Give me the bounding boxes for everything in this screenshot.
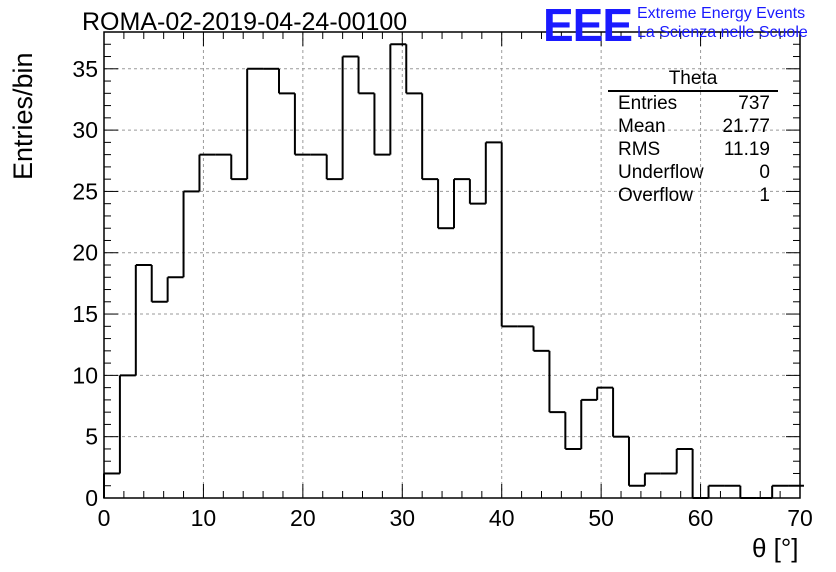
y-tick-label: 30	[72, 117, 98, 143]
x-tick-label: 0	[98, 505, 111, 531]
histogram-bin	[166, 276, 184, 302]
histogram-bin	[230, 154, 248, 181]
histogram-bin	[405, 44, 423, 95]
histogram-bin	[596, 386, 614, 400]
histogram-bin	[357, 56, 375, 95]
histogram-bin	[437, 179, 454, 230]
logo-caption: Extreme Energy Events La Scienza nelle S…	[637, 4, 808, 42]
histogram-bin	[389, 43, 407, 155]
logo-caption-line1: Extreme Energy Events	[637, 5, 806, 22]
histogram-bin	[198, 153, 216, 192]
stats-label: RMS	[618, 139, 661, 160]
histogram-bin	[118, 374, 136, 474]
eee-logo: EEE	[543, 0, 633, 51]
x-tick-label: 40	[489, 505, 515, 531]
histogram-bin	[532, 326, 550, 352]
histogram-bin	[739, 485, 757, 499]
histogram-bin	[771, 484, 789, 498]
stats-row-mean: Mean 21.77	[608, 115, 778, 138]
stats-value: 0	[759, 162, 770, 183]
histogram-bin	[277, 68, 295, 95]
histogram-bin	[707, 484, 725, 498]
histogram-bin	[580, 398, 598, 449]
x-tick-label: 10	[191, 505, 217, 531]
x-tick-label: 70	[787, 505, 813, 531]
histogram-bin	[134, 264, 152, 376]
histogram-bin	[627, 436, 645, 487]
y-tick-label: 25	[72, 178, 98, 204]
histogram-bin	[484, 141, 502, 204]
stats-row-entries: Entries 737	[608, 92, 778, 115]
y-tick-label: 10	[72, 362, 98, 388]
histogram-bin	[675, 447, 693, 474]
histogram-bin	[548, 350, 566, 414]
grid-lines	[104, 32, 800, 498]
x-tick-label: 30	[389, 505, 415, 531]
stats-value: 737	[738, 93, 770, 114]
stats-value: 21.77	[722, 116, 770, 137]
stats-value: 1	[759, 185, 770, 206]
y-tick-label: 5	[85, 424, 98, 450]
histogram-bin	[643, 472, 661, 486]
histogram-bin	[341, 55, 359, 180]
y-tick-label: 15	[72, 301, 98, 327]
y-tick-label: 0	[85, 485, 98, 511]
histogram-bin	[325, 154, 343, 181]
y-tick-label: 20	[72, 240, 98, 266]
stats-row-underflow: Underflow 0	[608, 161, 778, 184]
stats-title: Theta	[608, 69, 778, 92]
histogram-bin	[150, 265, 168, 303]
stats-value: 11.19	[723, 139, 770, 160]
y-tick-label: 35	[72, 56, 98, 82]
logo-caption-line2: La Scienza nelle Scuole	[637, 24, 808, 41]
histogram-bin	[452, 178, 470, 229]
stats-label: Overflow	[618, 185, 693, 206]
histogram-bin	[246, 67, 264, 180]
stats-row-overflow: Overflow 1	[608, 184, 778, 207]
chart-title: ROMA-02-2019-04-24-00100	[82, 8, 408, 36]
stats-row-rms: RMS 11.19	[608, 138, 778, 161]
x-tick-label: 50	[588, 505, 614, 531]
histogram-bin	[564, 412, 582, 450]
histogram-bin	[468, 179, 486, 205]
axes	[103, 31, 801, 499]
x-tick-label: 20	[290, 505, 316, 531]
stats-box: Theta Entries 737 Mean 21.77 RMS 11.19 U…	[608, 69, 778, 207]
x-axis-label: θ [°]	[752, 533, 799, 563]
stats-label: Mean	[618, 116, 666, 137]
histogram-bin	[421, 93, 439, 181]
histogram-bin	[373, 93, 391, 156]
stats-label: Entries	[618, 93, 678, 114]
histogram-bin	[182, 190, 200, 278]
histogram-bin	[612, 387, 629, 438]
histogram-bin	[293, 93, 311, 156]
histogram-bin	[500, 142, 518, 328]
x-tick-label: 60	[688, 505, 714, 531]
stats-label: Underflow	[618, 162, 704, 183]
y-axis-label: Entries/bin	[8, 52, 38, 180]
